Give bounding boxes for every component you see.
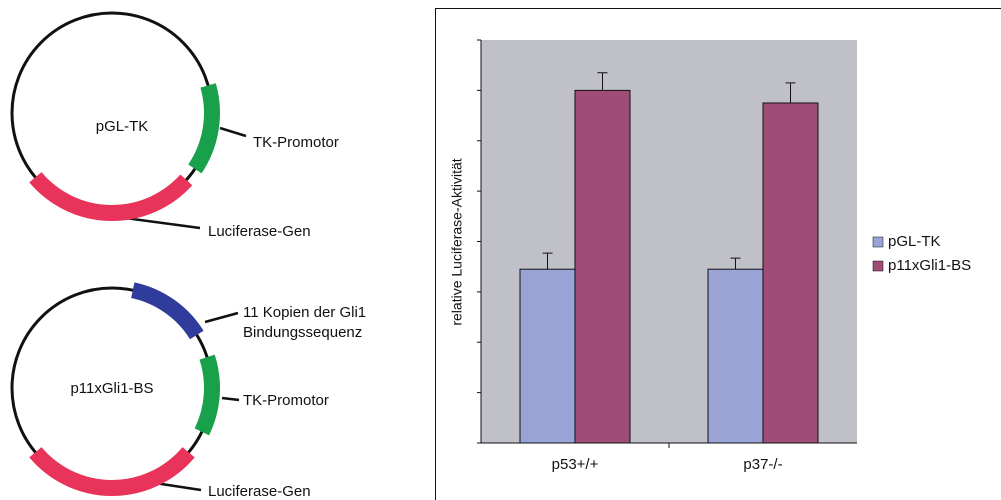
plasmid-segment bbox=[133, 290, 197, 335]
x-tick-label: p37-/- bbox=[743, 456, 782, 473]
legend-swatch bbox=[873, 237, 883, 247]
plasmid-diagrams: pGL-TK TK-Promotor Luciferase-Gen p11xGl… bbox=[12, 13, 366, 500]
figure: pGL-TK TK-Promotor Luciferase-Gen p11xGl… bbox=[0, 0, 1001, 500]
plasmid-segment bbox=[202, 357, 212, 432]
feature-label: Luciferase-Gen bbox=[208, 483, 311, 500]
leader-line bbox=[220, 128, 246, 136]
y-axis-label: relative Luciferase-Aktivität bbox=[449, 158, 465, 325]
feature-label: Luciferase-Gen bbox=[208, 223, 311, 240]
bar bbox=[520, 269, 575, 443]
plasmid-segment bbox=[195, 85, 212, 168]
plasmid-segment bbox=[35, 452, 188, 488]
plasmid-segment bbox=[35, 177, 186, 213]
x-tick-label: p53+/+ bbox=[552, 456, 599, 473]
bar bbox=[575, 90, 630, 443]
legend-swatch bbox=[873, 261, 883, 271]
leader-line bbox=[125, 218, 200, 228]
plasmid-name: p11xGli1-BS bbox=[70, 380, 153, 397]
bar bbox=[763, 103, 818, 443]
feature-label: TK-Promotor bbox=[243, 392, 329, 409]
plasmid-name: pGL-TK bbox=[96, 118, 149, 135]
leader-line bbox=[205, 313, 238, 322]
bar bbox=[708, 269, 763, 443]
legend-label: p11xGli1-BS bbox=[888, 257, 971, 274]
legend-label: pGL-TK bbox=[888, 233, 941, 250]
feature-label: TK-Promotor bbox=[253, 134, 339, 151]
feature-label: 11 Kopien der Gli1 bbox=[243, 304, 366, 321]
feature-label: Bindungssequenz bbox=[243, 324, 362, 341]
leader-line bbox=[222, 398, 239, 400]
